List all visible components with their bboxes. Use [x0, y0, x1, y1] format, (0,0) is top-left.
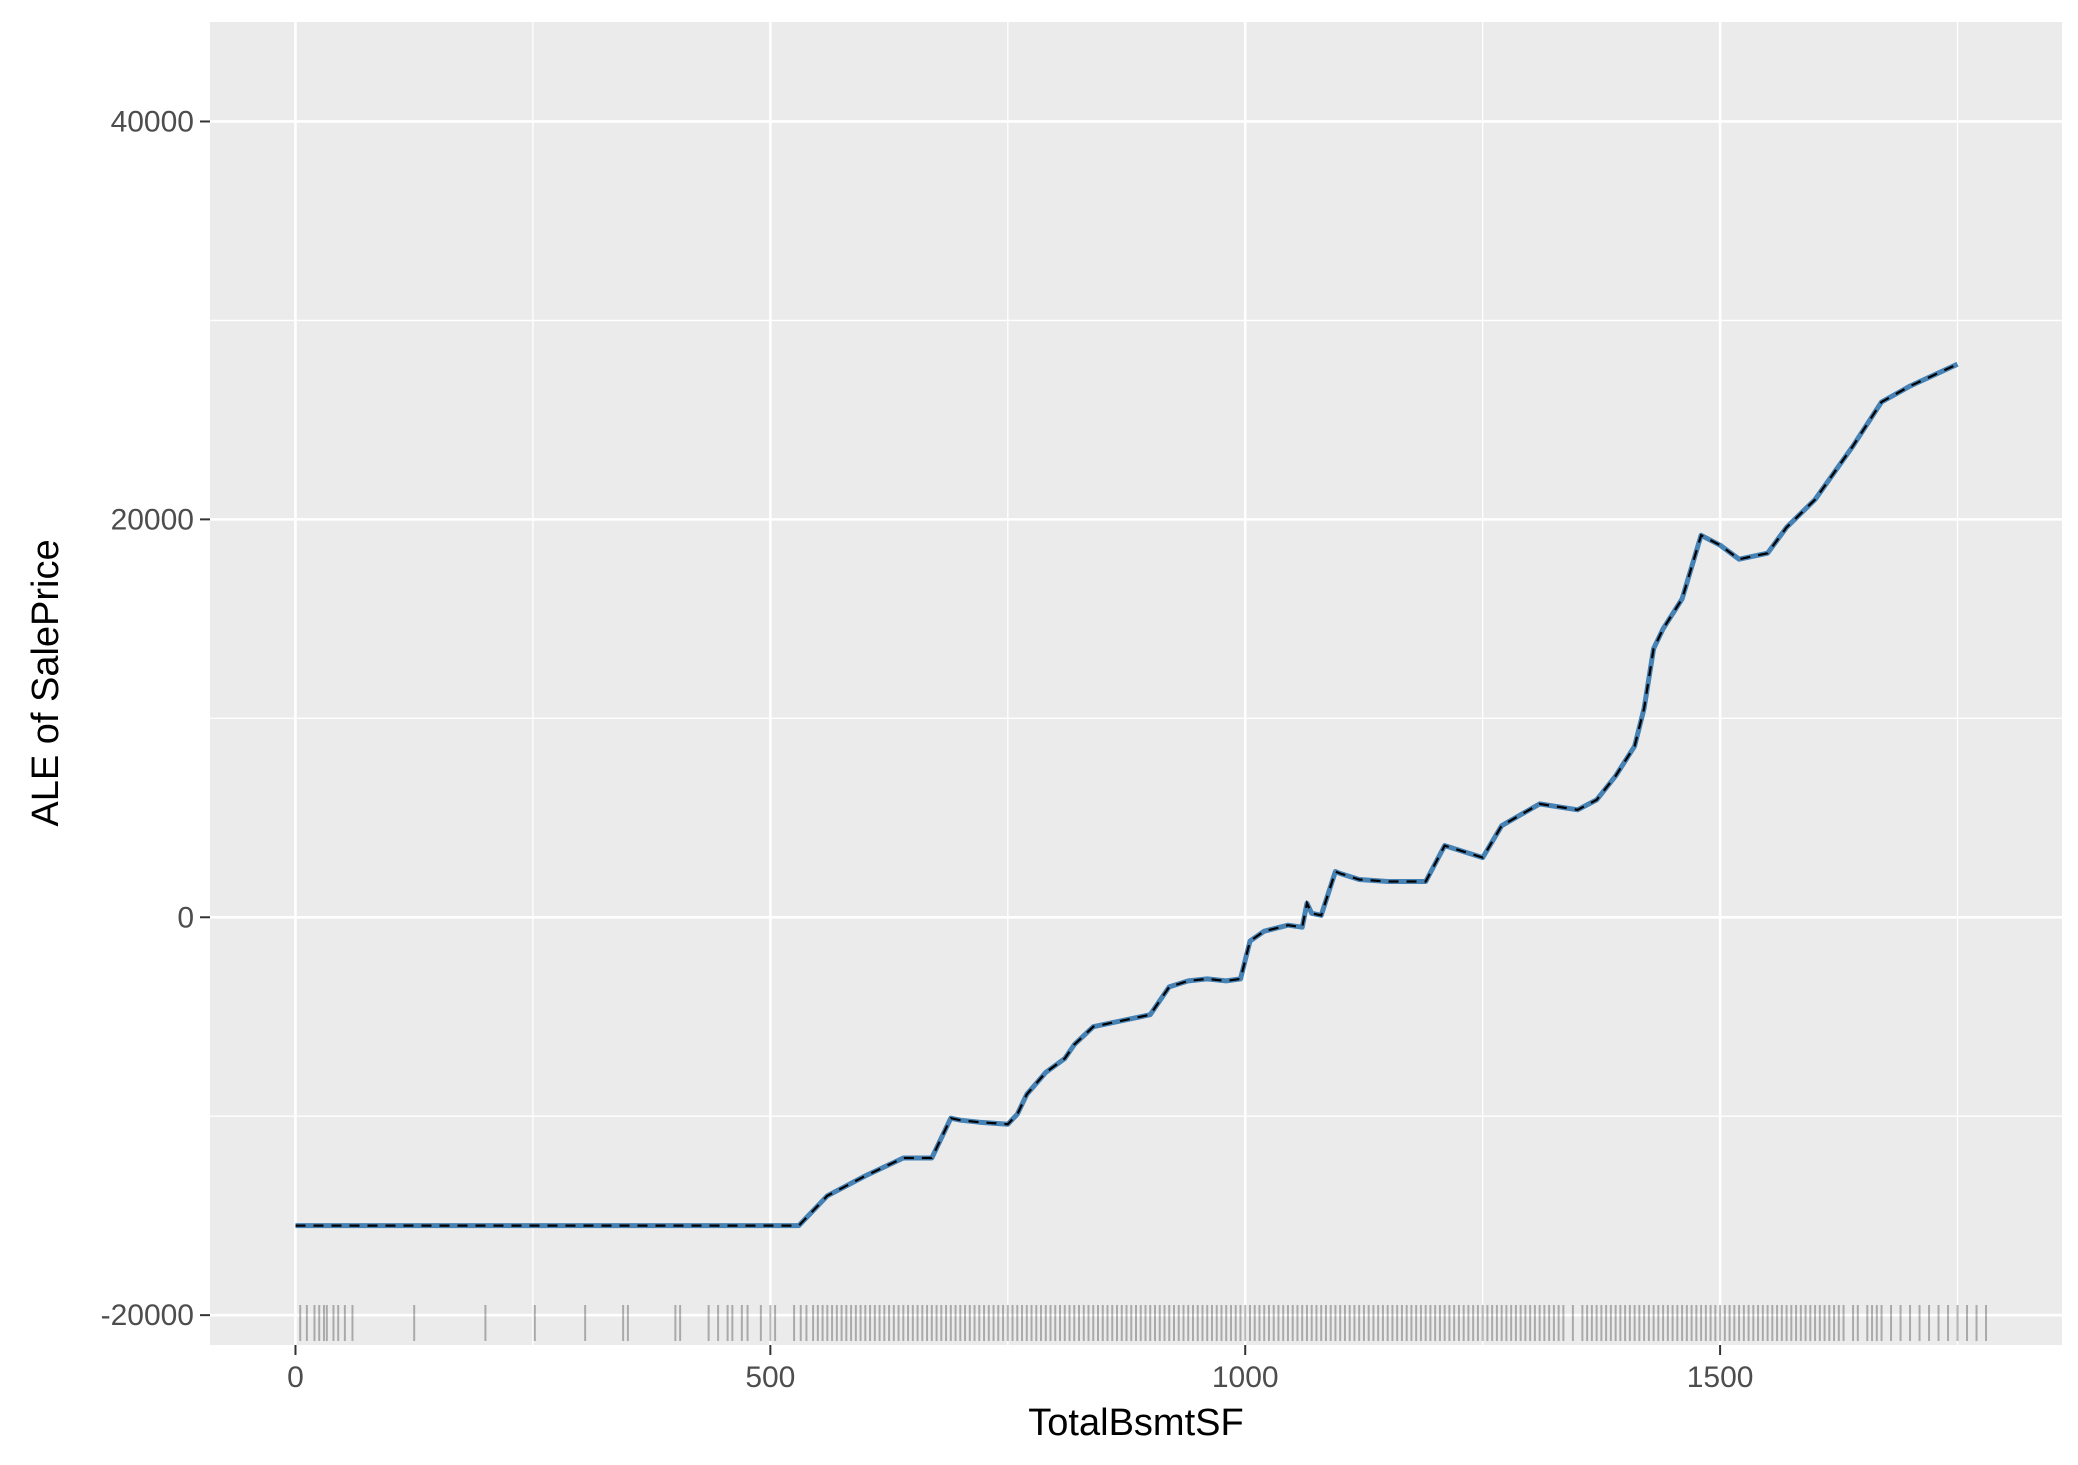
- y-axis-ticks: -20000 0 20000 40000: [101, 105, 210, 1332]
- ale-dashed-overlay: [295, 363, 1958, 1227]
- y-axis-title: ALE of SalePrice: [25, 539, 67, 826]
- x-axis-title: TotalBsmtSF: [1028, 1402, 1243, 1444]
- rug-marks: [299, 1305, 1988, 1341]
- x-tick-label: 500: [745, 1361, 795, 1394]
- major-gridlines: [210, 22, 2062, 1345]
- minor-gridlines: [210, 22, 2062, 1345]
- x-tick-label: 1000: [1212, 1361, 1279, 1394]
- x-tick-label: 0: [287, 1361, 304, 1394]
- y-tick-label: 40000: [111, 105, 194, 138]
- ale-curve: [295, 361, 1959, 1229]
- x-tick-label: 1500: [1687, 1361, 1754, 1394]
- y-tick-label: 20000: [111, 503, 194, 536]
- y-tick-label: -20000: [101, 1299, 194, 1332]
- x-axis-ticks: 0 500 1000 1500: [287, 1345, 1753, 1394]
- plot-panel: [210, 22, 2062, 1345]
- y-tick-label: 0: [177, 901, 194, 934]
